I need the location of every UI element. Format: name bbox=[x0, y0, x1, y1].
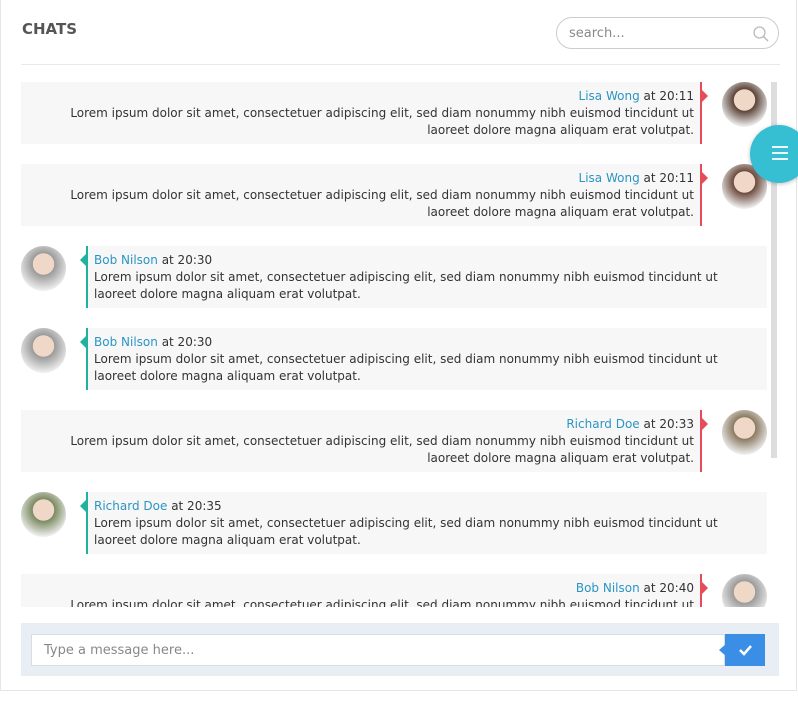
scrollbar[interactable] bbox=[771, 82, 777, 458]
message: Bob Nilson at 20:30 Lorem ipsum dolor sit… bbox=[0, 246, 798, 308]
message-text: Lorem ipsum dolor sit amet, consectetuer… bbox=[70, 434, 694, 465]
message-input[interactable]: Type a message here... bbox=[31, 634, 725, 666]
sender-name[interactable]: Lisa Wong bbox=[578, 171, 640, 185]
message-time: at 20:40 bbox=[643, 581, 694, 595]
message: Bob Nilson at 20:40 Lorem ipsum dolor sit… bbox=[0, 574, 798, 607]
sender-name[interactable]: Bob Nilson bbox=[94, 335, 158, 349]
message: Richard Doe at 20:33 Lorem ipsum dolor si… bbox=[0, 410, 798, 472]
message: Lisa Wong at 20:11 Lorem ipsum dolor sit … bbox=[0, 82, 798, 144]
message-header: Bob Nilson at 20:30 bbox=[94, 252, 757, 269]
avatar bbox=[21, 328, 66, 373]
message-header: Lisa Wong at 20:11 bbox=[33, 88, 694, 105]
message-time: at 20:11 bbox=[643, 171, 694, 185]
pointer bbox=[702, 90, 708, 102]
message-text: Lorem ipsum dolor sit amet, consectetuer… bbox=[94, 270, 718, 301]
message-header: Richard Doe at 20:33 bbox=[33, 416, 694, 433]
check-icon bbox=[739, 645, 752, 656]
message: Bob Nilson at 20:30 Lorem ipsum dolor sit… bbox=[0, 328, 798, 390]
message-header: Lisa Wong at 20:11 bbox=[33, 170, 694, 187]
message-text: Lorem ipsum dolor sit amet, consectetuer… bbox=[70, 188, 694, 219]
pointer bbox=[80, 336, 86, 348]
avatar bbox=[722, 574, 767, 607]
message-time: at 20:11 bbox=[643, 89, 694, 103]
message-time: at 20:30 bbox=[161, 253, 213, 267]
message-header: Bob Nilson at 20:30 bbox=[94, 334, 757, 351]
avatar bbox=[21, 492, 66, 537]
message-bubble: Bob Nilson at 20:30 Lorem ipsum dolor sit… bbox=[86, 328, 767, 390]
message-text: Lorem ipsum dolor sit amet, consectetuer… bbox=[94, 516, 718, 547]
menu-button[interactable] bbox=[750, 125, 798, 183]
send-notch bbox=[719, 644, 726, 656]
message: Lisa Wong at 20:11 Lorem ipsum dolor sit … bbox=[0, 164, 798, 226]
sender-name[interactable]: Lisa Wong bbox=[578, 89, 640, 103]
search-icon bbox=[753, 26, 769, 42]
message-list: Lisa Wong at 20:11 Lorem ipsum dolor sit … bbox=[0, 82, 798, 607]
message-bubble: Bob Nilson at 20:40 Lorem ipsum dolor sit… bbox=[21, 574, 702, 607]
search-placeholder: search... bbox=[569, 26, 625, 41]
message-bubble: Richard Doe at 20:35 Lorem ipsum dolor si… bbox=[86, 492, 767, 554]
message-text: Lorem ipsum dolor sit amet, consectetuer… bbox=[70, 598, 694, 607]
avatar bbox=[722, 82, 767, 127]
menu-icon bbox=[772, 146, 788, 160]
pointer bbox=[702, 172, 708, 184]
avatar bbox=[21, 246, 66, 291]
pointer bbox=[702, 418, 708, 430]
send-button[interactable] bbox=[725, 634, 765, 666]
pointer bbox=[80, 254, 86, 266]
message-time: at 20:35 bbox=[171, 499, 222, 513]
message-header: Richard Doe at 20:35 bbox=[94, 498, 757, 515]
message-bubble: Richard Doe at 20:33 Lorem ipsum dolor si… bbox=[21, 410, 702, 472]
sender-name[interactable]: Richard Doe bbox=[566, 417, 640, 431]
message: Richard Doe at 20:35 Lorem ipsum dolor si… bbox=[0, 492, 798, 554]
message-time: at 20:30 bbox=[161, 335, 213, 349]
search-box[interactable]: search... bbox=[556, 17, 779, 49]
pointer bbox=[80, 500, 86, 512]
sender-name[interactable]: Bob Nilson bbox=[94, 253, 158, 267]
pointer bbox=[702, 582, 708, 594]
message-time: at 20:33 bbox=[643, 417, 694, 431]
message-header: Bob Nilson at 20:40 bbox=[33, 580, 694, 597]
message-text: Lorem ipsum dolor sit amet, consectetuer… bbox=[70, 106, 694, 137]
input-placeholder: Type a message here... bbox=[44, 643, 195, 658]
divider bbox=[21, 64, 780, 65]
sender-name[interactable]: Bob Nilson bbox=[575, 581, 640, 595]
avatar bbox=[722, 410, 767, 455]
sender-name[interactable]: Richard Doe bbox=[94, 499, 168, 513]
panel-title: CHATS bbox=[22, 20, 78, 38]
message-bubble: Lisa Wong at 20:11 Lorem ipsum dolor sit … bbox=[21, 82, 702, 144]
message-bubble: Bob Nilson at 20:30 Lorem ipsum dolor sit… bbox=[86, 246, 767, 308]
message-text: Lorem ipsum dolor sit amet, consectetuer… bbox=[94, 352, 718, 383]
message-bubble: Lisa Wong at 20:11 Lorem ipsum dolor sit … bbox=[21, 164, 702, 226]
